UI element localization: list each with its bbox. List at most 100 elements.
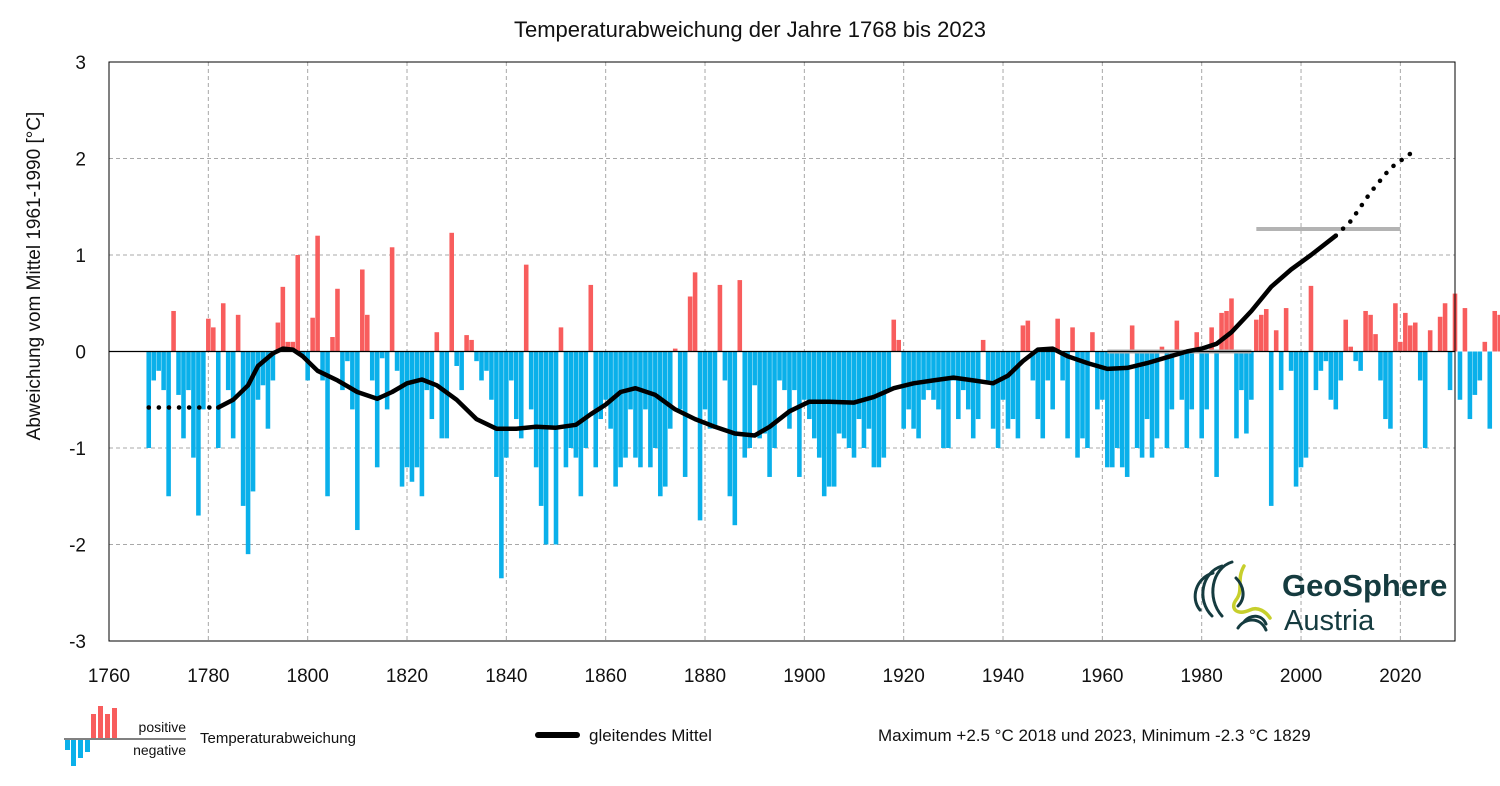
bar-1789 [250,351,256,492]
logo-line1: GeoSphere [1282,568,1447,603]
bar-1943 [1015,351,1021,439]
bar-1885 [727,351,733,497]
bar-1946 [1030,351,1036,381]
bar-1779 [201,351,206,410]
bar-1877 [687,296,693,352]
bar-1775 [181,351,186,439]
bar-1792 [265,351,271,429]
bar-1956 [1080,351,1085,439]
legend-extremes: Maximum +2.5 °C 2018 und 2023, Minimum -… [878,726,1311,745]
bar-2006 [1328,351,1334,400]
bar-2029 [1442,303,1448,352]
bar-1924 [921,351,926,400]
bar-2001 [1303,351,1309,458]
bar-1791 [260,351,266,386]
x-tick-label: 1760 [88,666,130,687]
bar-1831 [459,351,464,391]
legend-negative-bar [65,740,70,750]
bar-2030 [1447,351,1453,391]
bar-1992 [1259,314,1264,352]
bar-1978 [1189,351,1195,410]
bar-1826 [434,332,440,352]
bar-1860 [603,351,608,400]
legend-positive-bar [98,706,103,738]
bar-1849 [548,351,554,429]
bar-1821 [409,351,415,482]
bar-1829 [449,232,454,352]
bar-1952 [1060,351,1065,381]
bar-2012 [1358,351,1363,371]
bar-2022 [1408,325,1413,352]
smoothed-mean-dotted-end [1333,151,1413,238]
bar-1870 [653,351,658,448]
bar-2015 [1373,334,1378,352]
bar-2018 [1388,351,1393,429]
bar-1968 [1139,351,1145,458]
bar-1793 [270,351,276,381]
bar-2024 [1417,351,1423,381]
bar-2016 [1378,351,1383,381]
bar-1801 [310,317,315,352]
bar-1804 [325,351,330,497]
bar-1782 [215,351,221,448]
bar-1884 [722,351,728,381]
bar-1991 [1254,319,1259,352]
bar-1768 [146,351,152,448]
bar-1942 [1010,351,1016,420]
bar-1770 [156,351,161,371]
y-axis: 3 2 1 0 -1 -2 -3 [69,53,86,653]
bar-2038 [1487,351,1493,429]
bar-1957 [1085,351,1090,448]
bar-1854 [573,351,579,458]
plot-frame [108,61,1456,642]
bar-2035 [1472,351,1478,395]
bar-1981 [1204,351,1209,410]
bar-1979 [1194,332,1200,352]
bar-1803 [320,351,325,381]
bar-1954 [1070,327,1075,352]
bar-1795 [280,286,286,352]
bar-1889 [747,351,753,448]
bar-1809 [350,351,355,410]
bar-1969 [1144,351,1150,420]
bar-1827 [439,351,445,439]
bar-1982 [1209,327,1214,352]
bar-1948 [1040,351,1046,439]
x-tick-label: 1880 [684,666,726,687]
legend-negative-label: negative [133,742,186,758]
bar-1964 [1119,351,1125,468]
bar-1830 [454,351,459,366]
bar-2019 [1393,303,1398,352]
y-axis-label: Abweichung vom Mittel 1961-1990 [°C] [24,112,45,441]
x-tick-label: 1840 [485,666,527,687]
bar-1960 [1100,351,1105,400]
bar-1836 [484,351,489,371]
bar-1908 [841,351,847,439]
x-tick-label: 2000 [1280,666,1322,687]
x-tick-label: 1980 [1181,666,1223,687]
bar-1947 [1035,351,1041,420]
bar-1857 [588,284,594,352]
bar-1812 [364,314,370,352]
bar-1980 [1199,351,1204,439]
bar-1776 [186,351,191,391]
bar-1788 [245,351,251,555]
bar-1944 [1020,325,1026,352]
bar-1984 [1219,312,1224,352]
bar-1922 [911,351,916,429]
bar-1838 [494,351,499,477]
y-tick-label: -1 [69,439,86,460]
geosphere-logo: GeoSphere Austria [1193,560,1447,637]
bar-1833 [469,339,474,352]
bar-2004 [1318,351,1324,371]
bar-1994 [1268,351,1274,506]
bar-1888 [742,351,748,458]
bar-2026 [1427,330,1433,352]
bar-1963 [1114,351,1120,448]
bar-1895 [777,351,782,381]
bar-1872 [662,351,668,487]
bar-1808 [345,351,350,362]
bar-1925 [926,351,931,391]
bar-1965 [1124,351,1130,477]
bar-1797 [290,341,296,352]
